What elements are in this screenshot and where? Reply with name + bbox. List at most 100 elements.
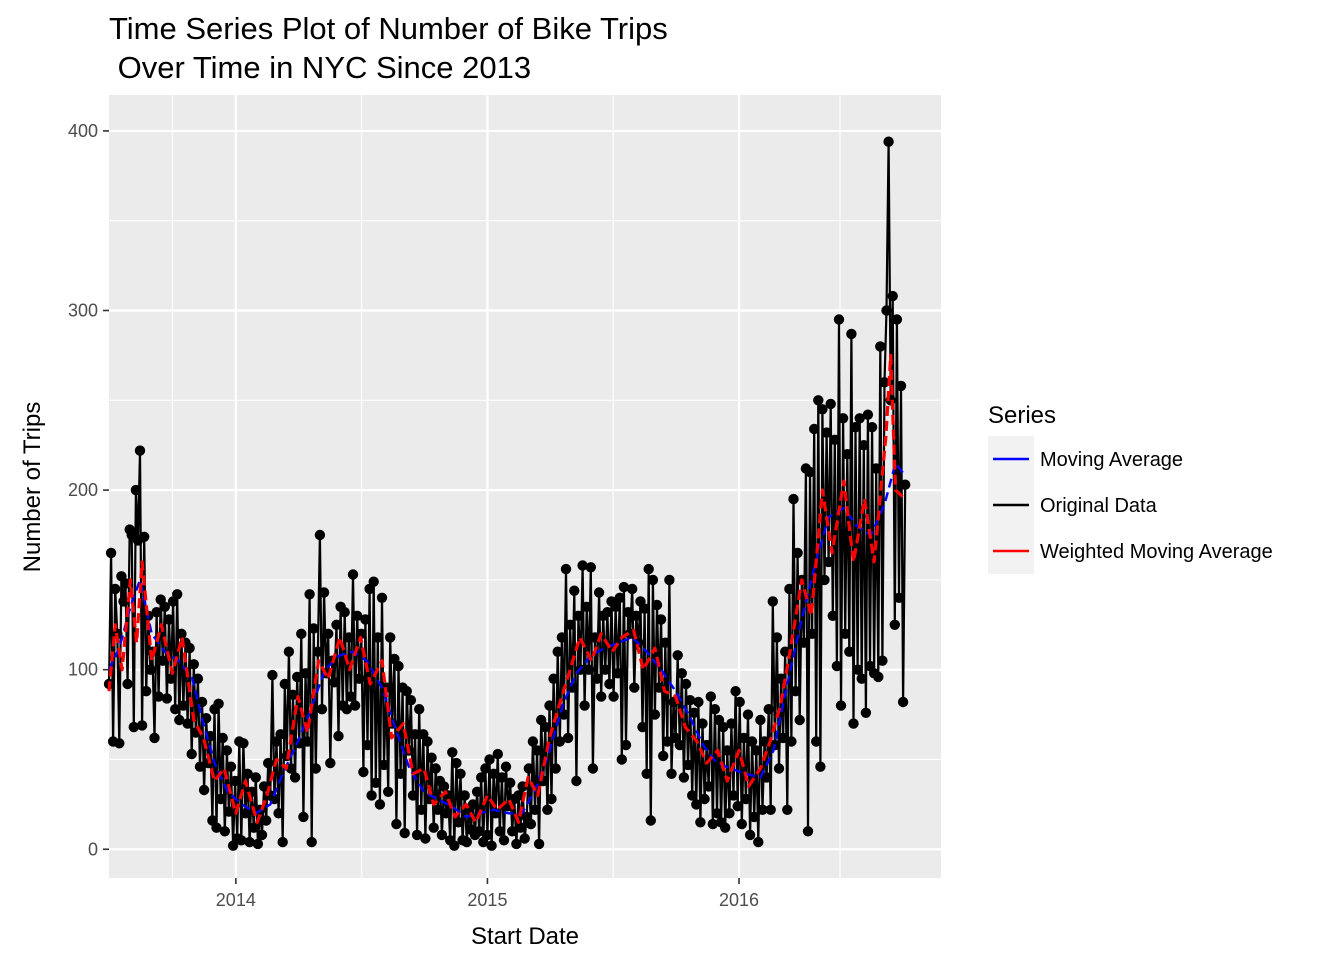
y-tick-label: 300 xyxy=(68,301,98,321)
data-point xyxy=(639,603,650,614)
data-point xyxy=(480,763,491,774)
weighted-moving-average-line xyxy=(107,353,907,824)
data-point xyxy=(722,745,733,756)
data-point xyxy=(343,632,355,643)
data-point xyxy=(631,610,642,621)
data-point xyxy=(881,305,892,316)
data-point xyxy=(862,409,874,420)
data-point xyxy=(771,632,783,643)
data-point xyxy=(620,739,632,751)
data-point xyxy=(333,730,344,742)
data-point xyxy=(455,768,466,779)
data-point xyxy=(840,628,851,639)
data-point xyxy=(110,583,121,595)
data-point xyxy=(211,822,222,833)
data-point xyxy=(416,804,427,815)
data-point xyxy=(751,745,762,756)
data-point xyxy=(161,693,173,704)
data-point xyxy=(122,678,133,690)
data-point xyxy=(658,750,669,762)
data-point xyxy=(827,610,838,621)
data-point xyxy=(813,395,824,406)
data-point xyxy=(360,614,371,625)
data-point xyxy=(488,768,499,779)
data-point xyxy=(354,673,365,684)
data-point xyxy=(653,682,665,693)
data-point xyxy=(242,768,253,779)
x-tick-label: 2014 xyxy=(216,890,256,910)
data-point xyxy=(643,563,654,575)
data-point xyxy=(567,682,578,693)
data-point xyxy=(263,757,274,769)
data-point xyxy=(221,745,233,756)
data-point xyxy=(720,822,731,833)
data-point xyxy=(498,835,510,846)
data-point xyxy=(889,619,900,630)
data-point xyxy=(302,736,313,747)
data-point xyxy=(887,290,898,302)
legend: Series Moving Average Original Data Weight… xyxy=(988,402,1273,574)
data-point xyxy=(645,815,656,826)
data-point xyxy=(829,434,840,445)
data-point xyxy=(358,766,369,778)
data-point xyxy=(664,574,675,586)
data-point xyxy=(356,628,367,639)
data-point xyxy=(331,619,342,630)
data-point xyxy=(736,818,747,830)
data-point xyxy=(461,836,472,848)
data-point xyxy=(323,628,334,639)
data-point xyxy=(523,763,534,774)
data-point xyxy=(831,660,843,672)
data-point xyxy=(238,738,249,749)
data-point xyxy=(811,736,822,747)
data-point xyxy=(513,790,524,801)
data-point xyxy=(368,576,379,587)
data-point xyxy=(289,772,301,783)
data-point xyxy=(819,574,830,586)
y-tick-label: 100 xyxy=(68,660,98,680)
data-point xyxy=(842,449,853,460)
data-point xyxy=(577,560,588,571)
data-point xyxy=(786,736,797,747)
data-point xyxy=(484,754,495,765)
data-point xyxy=(835,700,847,711)
data-point xyxy=(409,729,421,740)
data-point xyxy=(833,314,845,325)
grid-minor xyxy=(109,95,941,878)
data-point xyxy=(666,768,677,779)
data-point xyxy=(761,772,772,783)
y-axis: 0 100 200 300 400 xyxy=(68,121,109,859)
data-point xyxy=(540,721,551,733)
data-point xyxy=(622,607,634,618)
data-point xyxy=(689,707,700,718)
data-point xyxy=(105,547,117,559)
data-point xyxy=(184,642,195,654)
data-point xyxy=(608,691,619,702)
data-point xyxy=(223,806,235,817)
data-point xyxy=(527,736,539,747)
data-point xyxy=(734,696,745,708)
data-point xyxy=(391,818,402,830)
data-point xyxy=(438,781,450,792)
data-point xyxy=(749,811,760,823)
data-point xyxy=(440,808,452,819)
data-point xyxy=(459,790,470,801)
data-point xyxy=(258,781,270,792)
data-point xyxy=(548,673,559,684)
data-point xyxy=(560,563,572,575)
data-point xyxy=(711,808,723,819)
data-point xyxy=(531,745,543,756)
data-point xyxy=(564,619,576,630)
data-point xyxy=(316,704,328,715)
data-point xyxy=(374,799,386,810)
data-point xyxy=(784,583,795,595)
data-point xyxy=(583,664,594,675)
data-point xyxy=(240,808,251,819)
data-point xyxy=(153,691,164,702)
data-point xyxy=(256,829,268,841)
data-point xyxy=(170,704,181,715)
data-point xyxy=(738,732,750,744)
data-point xyxy=(314,529,326,541)
data-point xyxy=(244,836,255,848)
